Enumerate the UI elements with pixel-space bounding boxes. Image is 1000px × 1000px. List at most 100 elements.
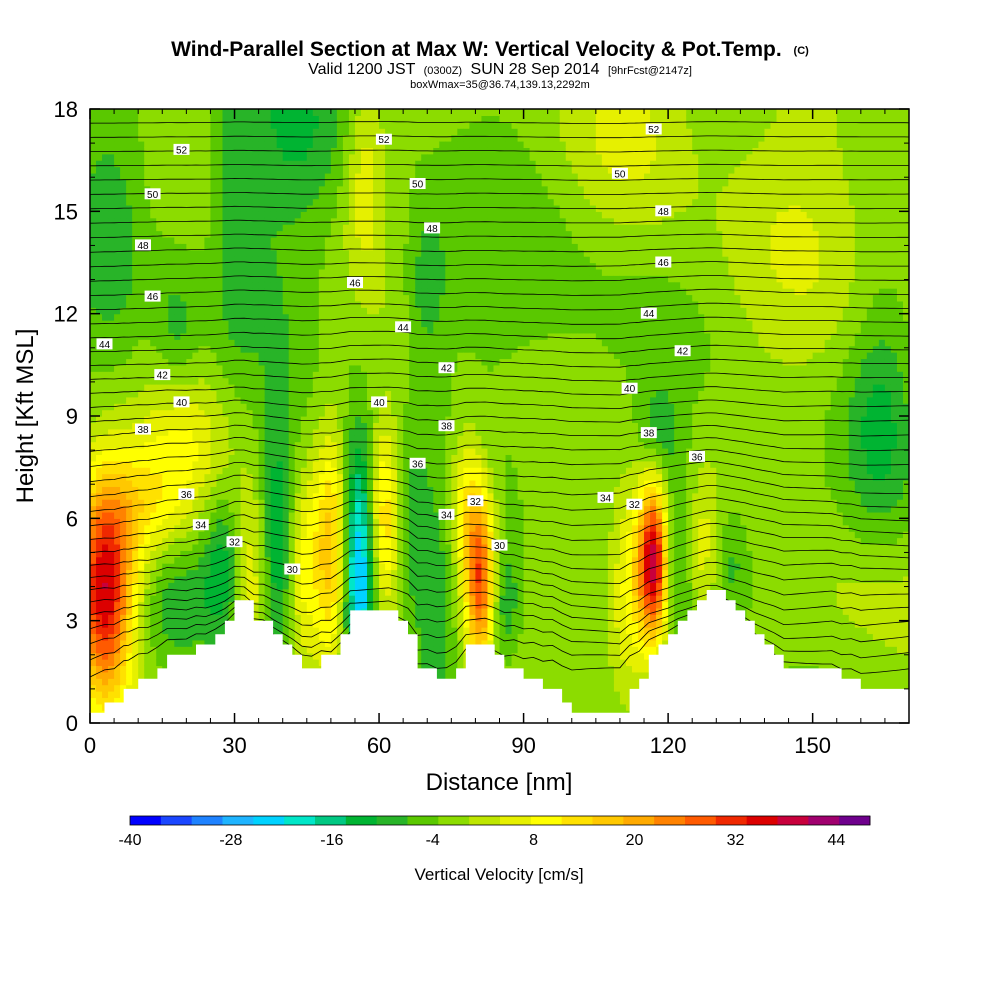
velocity-cell <box>228 153 236 161</box>
velocity-cell <box>204 358 212 366</box>
velocity-cell <box>252 447 260 455</box>
velocity-cell <box>391 243 398 251</box>
velocity-cell <box>270 294 278 302</box>
velocity-cell <box>102 384 109 392</box>
velocity-cell <box>318 569 326 577</box>
velocity-cell <box>276 620 284 628</box>
velocity-cell <box>312 652 320 660</box>
velocity-cell <box>156 537 163 545</box>
velocity-cell <box>96 224 103 232</box>
velocity-cell <box>108 684 115 692</box>
velocity-cell <box>156 217 163 225</box>
velocity-cell <box>162 300 169 308</box>
velocity-cell <box>114 396 121 404</box>
velocity-cell <box>330 377 338 385</box>
velocity-cell <box>258 140 266 148</box>
velocity-cell <box>354 575 362 583</box>
velocity-cell <box>168 531 175 539</box>
velocity-cell <box>108 467 115 475</box>
velocity-cell <box>168 109 175 116</box>
velocity-cell <box>234 109 242 116</box>
velocity-cell <box>114 371 121 379</box>
velocity-cell <box>367 128 374 136</box>
velocity-cell <box>186 396 193 404</box>
velocity-cell <box>348 467 356 475</box>
velocity-cell <box>90 588 97 596</box>
velocity-cell <box>379 511 386 519</box>
velocity-cell <box>294 499 302 507</box>
velocity-cell <box>96 460 103 468</box>
velocity-cell <box>126 166 133 174</box>
velocity-cell <box>246 435 254 443</box>
velocity-cell <box>306 601 314 609</box>
velocity-cell <box>138 230 145 238</box>
velocity-cell <box>114 352 121 360</box>
velocity-cell <box>288 371 296 379</box>
velocity-cell <box>102 249 109 257</box>
velocity-cell <box>222 243 230 251</box>
velocity-cell <box>192 172 199 180</box>
velocity-cell <box>391 204 398 212</box>
velocity-cell <box>288 262 296 270</box>
velocity-cell <box>385 313 392 321</box>
velocity-cell <box>168 607 175 615</box>
velocity-cell <box>336 601 344 609</box>
velocity-cell <box>324 582 332 590</box>
velocity-cell <box>132 109 139 116</box>
velocity-cell <box>108 607 115 615</box>
velocity-cell <box>192 268 199 276</box>
velocity-cell <box>222 230 230 238</box>
velocity-cell <box>132 575 139 583</box>
velocity-cell <box>264 192 272 200</box>
velocity-cell <box>90 460 97 468</box>
velocity-cell <box>282 492 290 500</box>
velocity-cell <box>228 582 236 590</box>
velocity-cell <box>210 262 218 270</box>
velocity-cell <box>246 236 254 244</box>
velocity-cell <box>180 134 187 142</box>
velocity-cell <box>258 601 266 609</box>
velocity-cell <box>174 236 181 244</box>
velocity-cell <box>252 204 260 212</box>
velocity-cell <box>192 211 199 219</box>
velocity-cell <box>120 396 127 404</box>
velocity-cell <box>228 454 236 462</box>
velocity-cell <box>126 492 133 500</box>
velocity-cell <box>288 249 296 257</box>
velocity-cell <box>264 537 272 545</box>
velocity-cell <box>385 447 392 455</box>
velocity-cell <box>216 332 224 340</box>
velocity-cell <box>288 595 296 603</box>
velocity-cell <box>108 147 115 155</box>
velocity-cell <box>342 307 350 315</box>
velocity-cell <box>276 281 284 289</box>
velocity-cell <box>210 140 218 148</box>
velocity-cell <box>336 550 344 558</box>
velocity-cell <box>228 505 236 513</box>
velocity-cell <box>132 249 139 257</box>
velocity-cell <box>354 160 362 168</box>
velocity-cell <box>114 109 121 116</box>
velocity-cell <box>360 595 368 603</box>
velocity-cell <box>138 281 145 289</box>
velocity-cell <box>210 294 218 302</box>
velocity-cell <box>306 588 314 596</box>
velocity-cell <box>354 601 362 609</box>
velocity-cell <box>96 128 103 136</box>
velocity-cell <box>306 479 314 487</box>
velocity-cell <box>168 153 175 161</box>
velocity-cell <box>312 620 320 628</box>
velocity-cell <box>276 185 284 193</box>
velocity-cell <box>180 390 187 398</box>
velocity-cell <box>391 358 398 366</box>
velocity-cell <box>234 236 242 244</box>
velocity-cell <box>367 460 374 468</box>
velocity-cell <box>397 479 404 487</box>
velocity-cell <box>222 460 230 468</box>
velocity-cell <box>385 192 392 200</box>
velocity-cell <box>150 505 157 513</box>
velocity-cell <box>222 236 230 244</box>
velocity-cell <box>318 588 326 596</box>
velocity-cell <box>168 300 175 308</box>
velocity-cell <box>132 435 139 443</box>
